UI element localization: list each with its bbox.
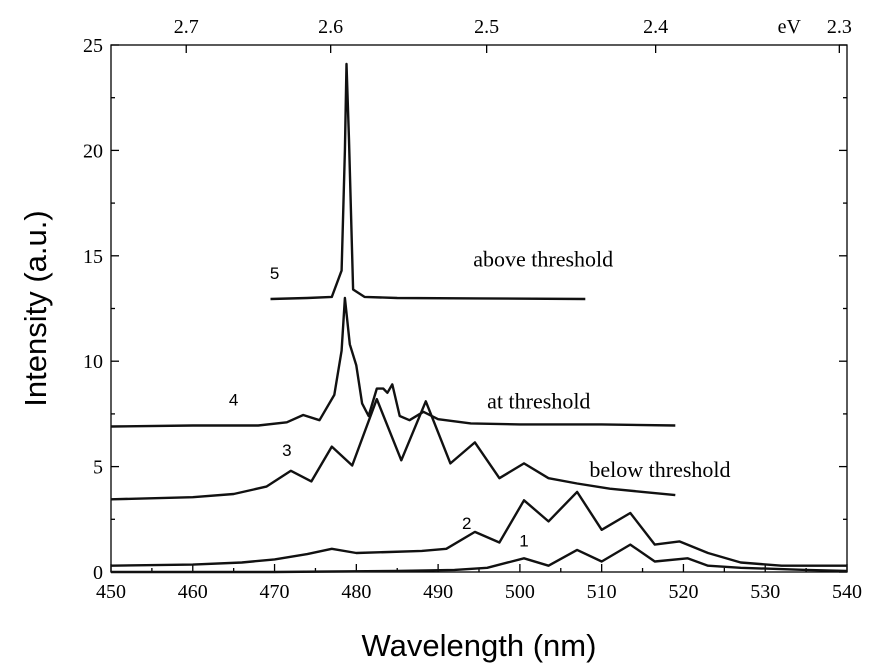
x-tick-label: 470 bbox=[260, 581, 290, 603]
curve-4 bbox=[110, 296, 676, 428]
top-tick-label: 2.6 bbox=[318, 16, 343, 38]
data-curves bbox=[110, 62, 848, 574]
top-tick-label: 2.7 bbox=[174, 16, 199, 38]
top-tick-label: 2.5 bbox=[474, 16, 499, 38]
curve-label-4: 4 bbox=[229, 390, 238, 409]
curve-3 bbox=[110, 397, 676, 501]
curve-label-3: 3 bbox=[282, 441, 291, 460]
top-energy-axis: 2.7 2.6 2.5 2.4 2.3 bbox=[174, 16, 852, 53]
curve-5 bbox=[270, 62, 586, 301]
y-tick-label: 10 bbox=[83, 351, 103, 373]
x-tick-label: 520 bbox=[668, 581, 698, 603]
x-axis: 450 460 470 480 490 500 510 520 530 540 bbox=[96, 564, 862, 603]
x-tick-label: 480 bbox=[341, 581, 371, 603]
x-tick-label: 530 bbox=[750, 581, 780, 603]
x-tick-label: 490 bbox=[423, 581, 453, 603]
annotation: above threshold bbox=[473, 246, 613, 271]
x-axis-title: Wavelength (nm) bbox=[362, 628, 597, 663]
curve-2 bbox=[110, 490, 847, 567]
curve-labels: 1 2 3 4 5 bbox=[229, 264, 529, 551]
curve-label-2: 2 bbox=[462, 514, 471, 533]
y-tick-label: 20 bbox=[83, 140, 103, 162]
y-tick-label: 0 bbox=[93, 562, 103, 584]
y-tick-label: 5 bbox=[93, 457, 103, 479]
x-tick-label: 510 bbox=[587, 581, 617, 603]
x-tick-label: 540 bbox=[832, 581, 862, 603]
top-tick-label: 2.4 bbox=[643, 16, 668, 38]
x-tick-label: 460 bbox=[178, 581, 208, 603]
annotation: at threshold bbox=[487, 389, 590, 414]
top-axis-unit: eV bbox=[778, 16, 802, 38]
y-axis-title: Intensity (a.u.) bbox=[18, 210, 53, 406]
y-tick-label: 25 bbox=[83, 35, 103, 57]
y-tick-label: 15 bbox=[83, 246, 103, 268]
plot-frame bbox=[110, 44, 848, 573]
top-tick-label: 2.3 bbox=[827, 16, 852, 38]
annotation: below threshold bbox=[589, 457, 730, 482]
annotations: above threshold at threshold below thresho… bbox=[473, 246, 730, 482]
curve-1 bbox=[111, 543, 848, 574]
curve-label-5: 5 bbox=[270, 264, 279, 283]
curve-label-1: 1 bbox=[519, 532, 528, 551]
x-tick-label: 500 bbox=[505, 581, 535, 603]
x-tick-label: 450 bbox=[96, 581, 126, 603]
